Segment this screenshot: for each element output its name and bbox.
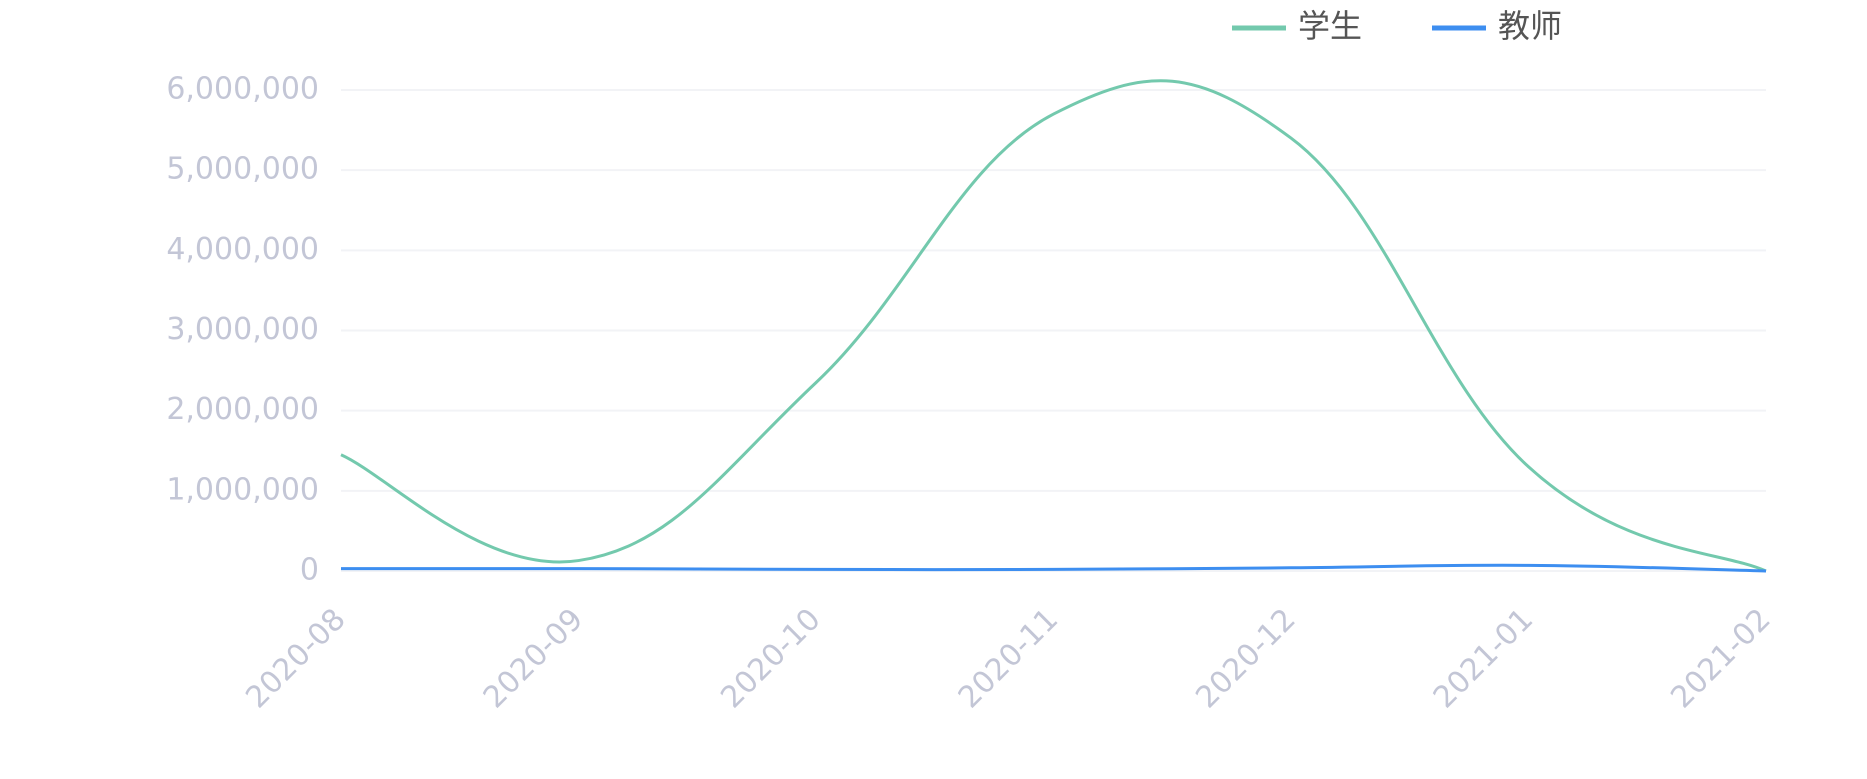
x-tick-label: 2020-10 <box>714 602 827 715</box>
x-tick-label: 2020-08 <box>239 602 352 715</box>
series-line <box>340 79 1767 573</box>
y-tick-label: 1,000,000 <box>166 472 319 507</box>
y-tick-label: 5,000,000 <box>166 152 319 187</box>
x-tick-label: 2020-11 <box>952 602 1065 715</box>
y-tick-label: 6,000,000 <box>166 72 319 107</box>
x-tick-label: 2021-02 <box>1664 602 1777 715</box>
y-tick-label: 3,000,000 <box>166 312 319 347</box>
x-tick-label: 2020-12 <box>1189 602 1302 715</box>
x-tick-label: 2020-09 <box>477 602 590 715</box>
y-tick-label: 0 <box>300 553 319 588</box>
x-tick-label: 2021-01 <box>1427 602 1540 715</box>
y-tick-label: 2,000,000 <box>166 392 319 427</box>
series-line <box>340 563 1767 573</box>
legend-label: 学生 <box>1298 7 1362 45</box>
y-tick-label: 4,000,000 <box>166 232 319 267</box>
legend-label: 教师 <box>1498 7 1562 45</box>
